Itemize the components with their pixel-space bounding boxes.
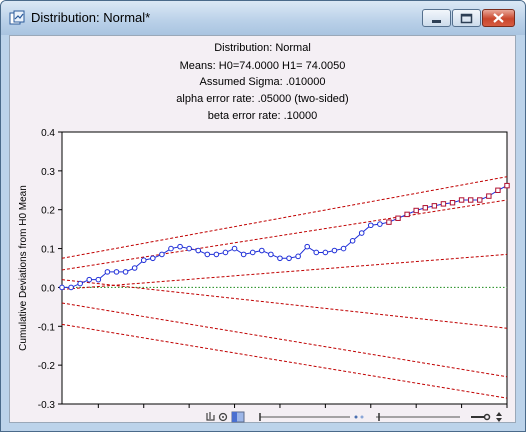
header-line-3: Assumed Sigma: .010000: [199, 76, 326, 88]
rejected-point: [449, 200, 456, 206]
cusum-point: [377, 221, 383, 227]
cusum-point: [59, 284, 65, 291]
rejected-point: [504, 182, 510, 189]
cusum-point: [304, 243, 311, 250]
title-bar[interactable]: Distribution: Normal*: [1, 1, 525, 35]
cusum-point: [258, 247, 265, 254]
header-line-5: beta error rate: .10000: [207, 110, 318, 122]
status-bar: [10, 410, 515, 423]
rejected-point: [422, 205, 428, 211]
cusum-point: [113, 269, 120, 275]
rejected-point: [386, 219, 392, 225]
rejected-point: [440, 201, 447, 207]
cusum-point: [240, 251, 247, 258]
rejected-point: [477, 197, 483, 203]
boundary-line: [61, 323, 508, 399]
rejected-point: [431, 203, 438, 209]
cusum-point: [231, 245, 238, 252]
status-bar-icons: [206, 411, 502, 423]
y-tick-label: 0.1: [41, 245, 55, 256]
cusum-point: [331, 247, 338, 254]
y-tick-label: -0.2: [38, 361, 56, 372]
app-icon: [9, 10, 25, 25]
cusum-point: [150, 255, 156, 262]
pan-slider-icon[interactable]: [376, 413, 460, 421]
scroll-arrows-icon[interactable]: [496, 412, 502, 422]
minimize-icon: [432, 20, 441, 23]
rejected-point: [458, 197, 465, 203]
window-title: Distribution: Normal*: [31, 10, 151, 25]
cusum-point: [86, 276, 93, 283]
cusum-chart: -0.3-0.2-0.10.00.10.20.30.45101520253035…: [18, 128, 513, 418]
cusum-point: [358, 230, 365, 236]
cusum-point: [95, 276, 102, 283]
rejected-point: [395, 215, 401, 221]
rejected-point: [404, 211, 410, 218]
cusum-point: [295, 253, 301, 260]
cusum-point: [186, 245, 192, 252]
y-tick-label: 0.2: [41, 206, 55, 217]
cusum-point: [349, 238, 356, 244]
cusum-point: [131, 265, 138, 271]
header-line-2: Means: H0=74.0000 H1= 74.0050: [179, 60, 346, 72]
cusum-point: [104, 269, 111, 275]
maximize-button[interactable]: [452, 9, 481, 27]
cusum-point: [140, 257, 147, 264]
zoom-slider-icon[interactable]: [259, 413, 350, 421]
rejected-point: [467, 197, 474, 203]
boundary-line: [61, 253, 508, 290]
color-swatch-icon[interactable]: [231, 411, 245, 423]
scroll-position-dots: [354, 415, 364, 419]
cusum-point: [249, 249, 256, 256]
chart-panel: Distribution: Normal Means: H0=74.0000 H…: [9, 35, 516, 423]
rejected-point: [413, 207, 419, 214]
cusum-point: [367, 222, 374, 229]
plot-area: [61, 131, 508, 405]
cusum-point: [177, 243, 183, 250]
cusum-point: [213, 251, 220, 258]
hand-tool-icon[interactable]: [206, 412, 215, 421]
cusum-point: [268, 251, 274, 258]
boundary-line: [61, 199, 508, 271]
y-tick-label: 0.0: [41, 283, 55, 294]
cusum-point: [204, 251, 211, 258]
cusum-point: [122, 269, 129, 275]
cusum-point: [77, 280, 83, 287]
maximize-icon: [460, 13, 473, 24]
y-tick-label: 0.3: [41, 167, 55, 178]
close-icon: [493, 13, 504, 23]
cusum-point: [340, 245, 347, 252]
cusum-point: [286, 255, 292, 262]
key-icon[interactable]: [471, 413, 491, 421]
y-tick-label: -0.3: [38, 400, 56, 411]
cusum-point: [68, 284, 74, 291]
header-line-1: Distribution: Normal: [214, 42, 311, 54]
rejected-point: [486, 193, 492, 199]
boundary-line: [61, 302, 508, 378]
cusum-point: [195, 247, 202, 254]
minimize-button[interactable]: [422, 9, 451, 27]
cusum-point: [277, 255, 283, 262]
cusum-point: [168, 245, 174, 252]
y-axis-label: Cumulative Deviations from H0 Mean: [18, 185, 29, 351]
cusum-point: [222, 249, 229, 256]
cusum-point: [313, 249, 320, 256]
y-tick-label: 0.4: [41, 128, 55, 139]
boundary-line: [61, 176, 508, 259]
cusum-point: [159, 251, 165, 258]
y-tick-label: -0.1: [38, 322, 56, 333]
rejected-point: [495, 187, 501, 193]
header-line-4: alpha error rate: .05000 (two-sided): [176, 93, 349, 105]
close-button[interactable]: [482, 9, 515, 27]
gear-icon[interactable]: [218, 412, 228, 422]
cusum-point: [322, 249, 329, 256]
